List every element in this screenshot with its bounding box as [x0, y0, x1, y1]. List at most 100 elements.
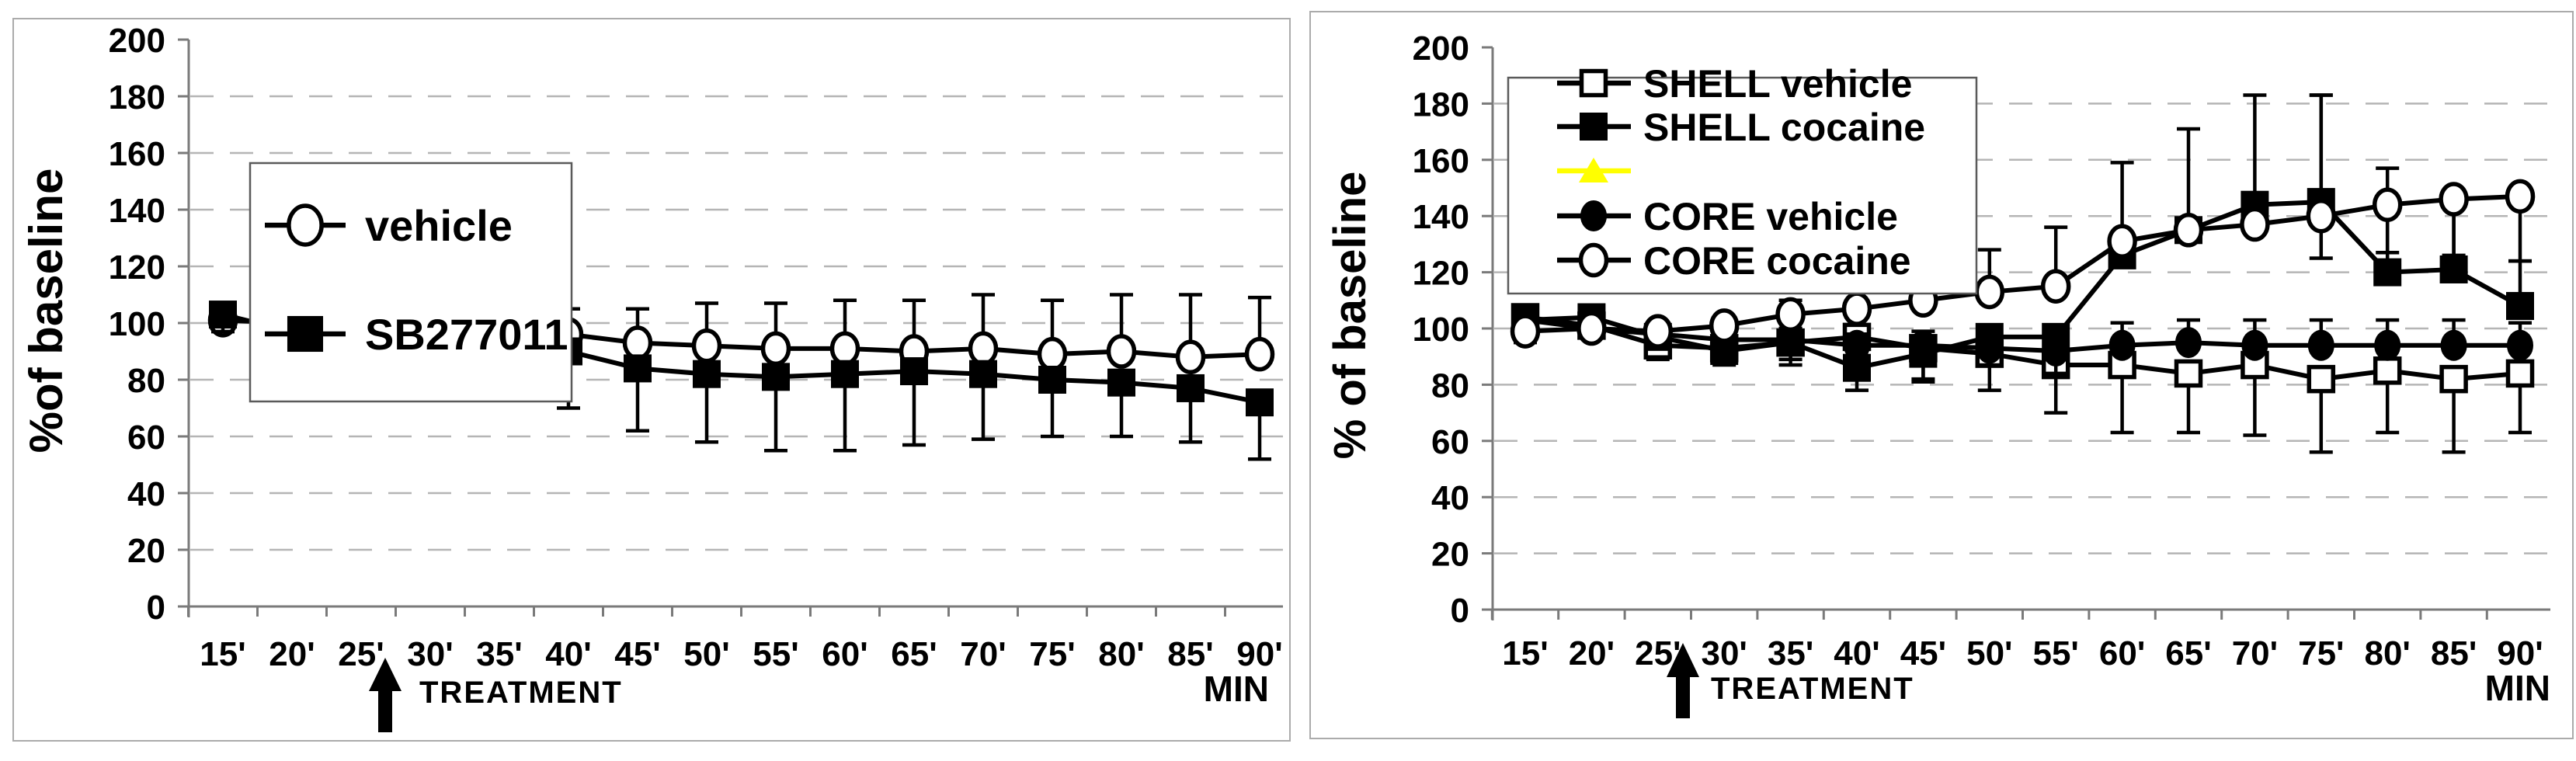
series-line [1524, 200, 2522, 370]
legend-square-open-icon [1579, 68, 1608, 98]
x-tick-label: 65' [2165, 634, 2211, 672]
circle-filled-marker [1976, 332, 2003, 364]
treatment-label: TREATMENT [419, 676, 623, 710]
square-filled-marker [1246, 388, 1274, 417]
y-tick-label: 0 [1451, 592, 1469, 630]
square-open-marker [2307, 364, 2336, 394]
x-tick-label: 55' [753, 635, 798, 673]
square-filled-marker [2439, 255, 2468, 283]
square-filled-marker [2506, 292, 2534, 321]
x-tick-label: 35' [1768, 634, 1813, 672]
x-tick-label: 30' [1701, 634, 1747, 672]
square-filled-marker [762, 363, 790, 391]
square-filled-marker [831, 360, 859, 388]
x-tick-label: 30' [407, 635, 453, 673]
treatment-label: TREATMENT [1711, 672, 1914, 706]
square-open-marker [2174, 359, 2203, 388]
x-tick-label: 75' [2298, 634, 2344, 672]
circle-open-marker [2040, 269, 2071, 304]
panel-left-chart: 0 20 40 60 80 100 120 140 160 180 200 15' 20' 25' 30' 3… [12, 18, 1291, 742]
circle-open-marker [2372, 187, 2403, 222]
x-tick-label: 90' [2497, 634, 2543, 672]
legend-label: CORE cocaine [1643, 239, 1911, 283]
y-tick-label: 100 [1413, 311, 1469, 349]
x-tick-label: 35' [476, 635, 522, 673]
legend-circle-open-icon [287, 203, 324, 247]
circle-open-marker [760, 331, 791, 367]
legend-label: CORE vehicle [1643, 195, 1898, 238]
square-filled-marker [2373, 258, 2402, 287]
square-filled-marker [1107, 368, 1135, 397]
square-filled-marker [209, 301, 237, 329]
series-line [1524, 318, 2520, 353]
y-tick-label: 180 [109, 78, 165, 116]
treatment-arrow-icon [369, 658, 402, 732]
circle-open-marker [1106, 334, 1137, 369]
legend-square-filled-icon [287, 315, 324, 353]
circle-filled-marker [2374, 329, 2401, 361]
y-tick-label: 60 [1431, 423, 1469, 461]
circle-open-marker [1244, 336, 1275, 372]
y-axis-title: % of baseline [1325, 172, 1375, 460]
circle-open-marker [622, 325, 653, 360]
legend-label: SHELL cocaine [1643, 106, 1925, 149]
x-tick-label: 85' [2431, 634, 2477, 672]
circle-open-marker [2240, 207, 2270, 242]
x-tick-label: 40' [1834, 634, 1879, 672]
circle-open-marker [691, 328, 722, 363]
y-axis-title: %of baseline [20, 169, 72, 453]
min-axis-unit-label: MIN [1204, 669, 1269, 709]
circle-filled-marker [1910, 329, 1937, 361]
y-tick-label: 100 [109, 305, 165, 343]
circle-open-marker [1974, 274, 2005, 310]
x-tick-label: 75' [1029, 635, 1075, 673]
legend-box [249, 162, 573, 403]
series-line [1524, 193, 2521, 334]
y-tick-label: 80 [127, 362, 165, 400]
y-tick-label: 140 [1413, 198, 1469, 236]
circle-open-marker [2107, 224, 2137, 259]
x-tick-label: 80' [1098, 635, 1144, 673]
x-tick-label: 20' [269, 635, 315, 673]
x-tick-label: 50' [1966, 634, 2012, 672]
x-tick-label: 65' [891, 635, 937, 673]
circle-open-marker [1775, 297, 1806, 332]
circle-open-marker [2173, 213, 2204, 248]
series-core-cocaine [1510, 93, 2536, 349]
x-tick-label: 90' [1236, 635, 1282, 673]
y-tick-label: 40 [127, 475, 165, 513]
y-tick-label: 200 [1413, 30, 1469, 68]
x-tick-label: 80' [2364, 634, 2410, 672]
square-open-marker [2505, 359, 2535, 388]
panel-right-chart: 0 20 40 60 80 100 120 140 160 180 200 15' 20' 25' 30' 3… [1309, 11, 2574, 739]
circle-filled-marker [2241, 329, 2268, 361]
y-tick-label: 140 [109, 192, 165, 230]
x-tick-label: 15' [200, 635, 245, 673]
circle-open-marker [2439, 182, 2469, 217]
circle-filled-marker [2175, 327, 2202, 359]
treatment-arrow-icon [1667, 643, 1699, 718]
x-tick-label: 20' [1569, 634, 1615, 672]
square-filled-marker [693, 360, 721, 388]
circle-filled-marker [2108, 329, 2136, 361]
y-tick-label: 20 [1431, 536, 1469, 574]
y-tick-label: 120 [109, 248, 165, 287]
y-tick-label: 20 [127, 532, 165, 570]
series-line [1524, 314, 2521, 382]
x-tick-label: 15' [1502, 634, 1548, 672]
circle-open-marker [1643, 314, 1674, 349]
circle-open-marker [829, 331, 860, 367]
y-tick-label: 180 [1413, 85, 1469, 123]
circle-open-marker [1175, 339, 1206, 375]
legend: vehicle SB277011 [249, 162, 573, 403]
annotations: TREATMENT MIN % of baseline [1325, 172, 2550, 718]
x-tick-label: 45' [614, 635, 660, 673]
square-open-marker [2373, 356, 2402, 385]
x-tick-label: 60' [2099, 634, 2145, 672]
circle-filled-marker [2307, 329, 2334, 361]
circle-open-marker [1510, 314, 1541, 349]
circle-open-marker [1841, 291, 1872, 326]
square-open-marker [2439, 364, 2468, 394]
